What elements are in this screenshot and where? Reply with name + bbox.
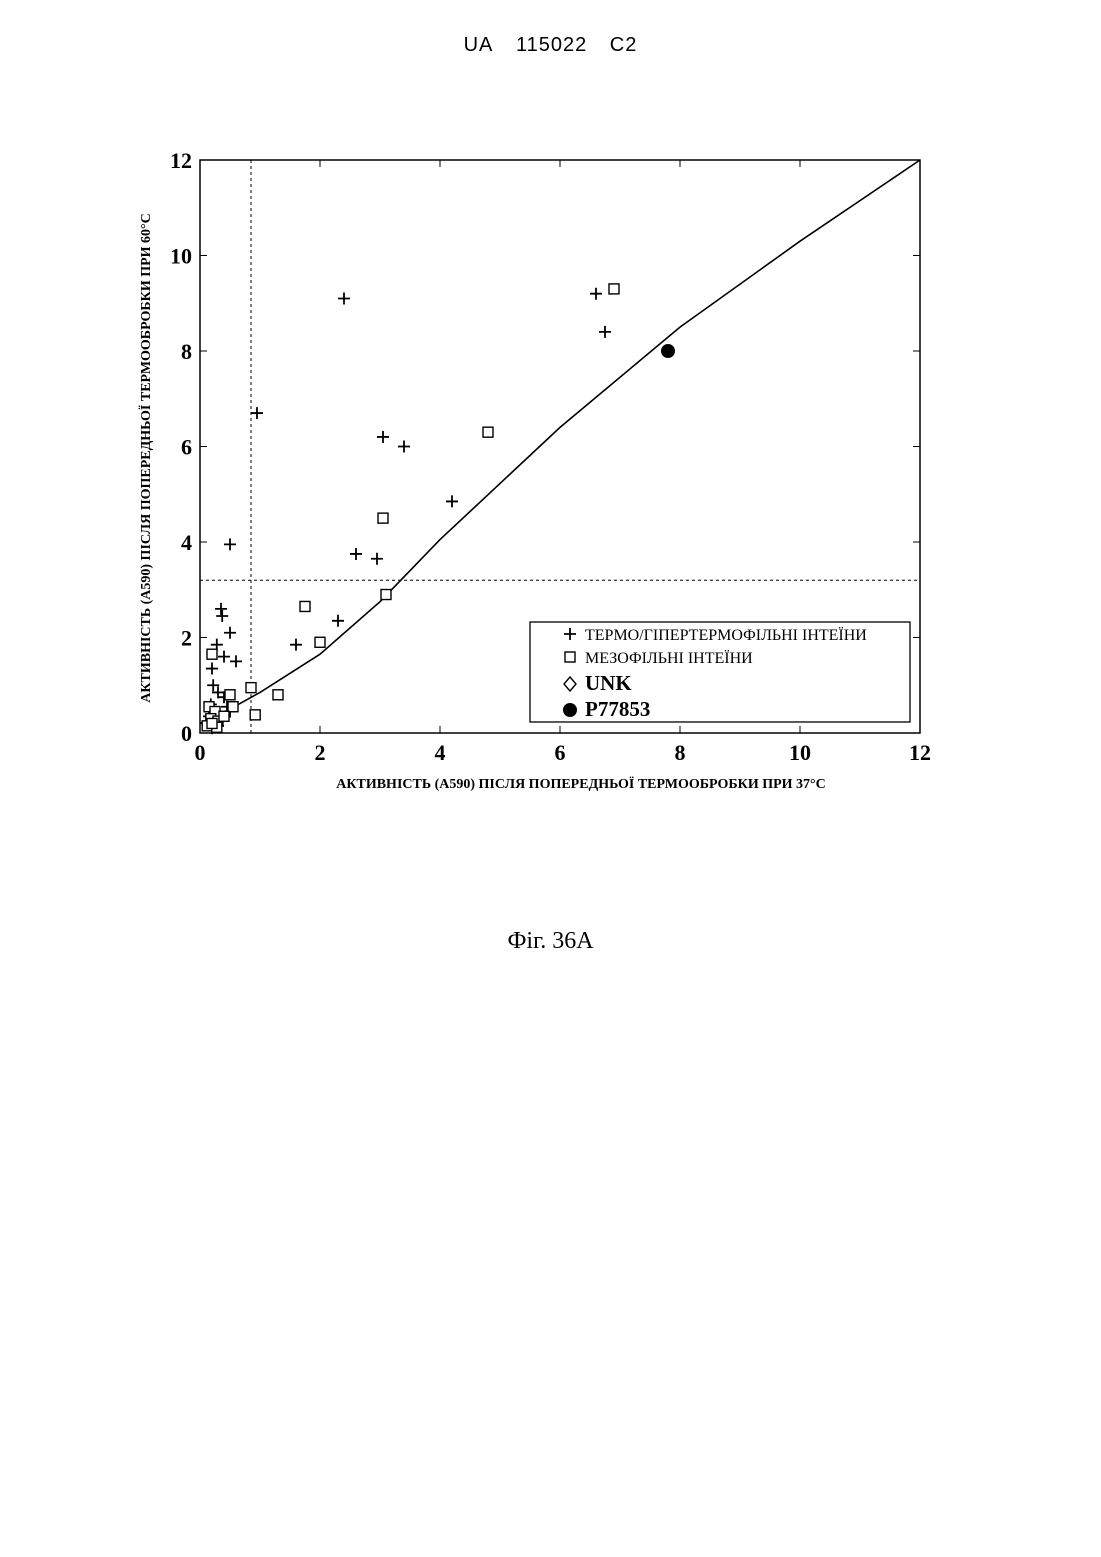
data-point-plus [206, 663, 218, 675]
data-point-square [250, 710, 260, 720]
data-point-plus [230, 655, 242, 667]
data-point-plus [332, 615, 344, 627]
data-point-plus [590, 288, 602, 300]
data-point-plus [215, 603, 227, 615]
y-tick-label: 0 [181, 721, 192, 746]
data-point-square [273, 690, 283, 700]
x-tick-label: 8 [675, 740, 686, 765]
data-point-plus [446, 495, 458, 507]
x-tick-label: 6 [555, 740, 566, 765]
scatter-chart: 0 2 4 6 8 10 12 0 2 4 6 8 10 12 ТЕРМО/ГІПЕРТЕРМОФІЛЬНІ… [0, 0, 1101, 900]
legend-label: P77853 [585, 697, 650, 721]
y-tick-label: 8 [181, 339, 192, 364]
data-point-plus [371, 553, 383, 565]
x-tick-label: 2 [315, 740, 326, 765]
data-point-plus [398, 441, 410, 453]
y-tick-label: 4 [181, 530, 192, 555]
y-axis-label: АКТИВНІСТЬ (А590) ПІСЛЯ ПОПЕРЕДНЬОЇ ТЕРМ… [138, 213, 154, 703]
plot-area: 0 2 4 6 8 10 12 0 2 4 6 8 10 12 ТЕРМО/ГІПЕРТЕРМОФІЛЬНІ… [170, 148, 931, 765]
data-point-plus [216, 610, 228, 622]
x-tick-label: 0 [195, 740, 206, 765]
legend-marker-filled-circle [564, 704, 577, 717]
legend-label: UNK [585, 671, 632, 695]
x-tick-label: 4 [435, 740, 446, 765]
figure-caption: Фіг. 36А [0, 928, 1101, 955]
data-point-square [483, 427, 493, 437]
data-point-square [219, 711, 229, 721]
legend-marker-square [565, 652, 575, 662]
data-point-plus [224, 627, 236, 639]
data-point-filled-circle [662, 345, 675, 358]
data-point-square [609, 284, 619, 294]
data-point-plus [251, 407, 263, 419]
data-point-plus [599, 326, 611, 338]
data-point-square [246, 683, 256, 693]
x-tick-label: 10 [789, 740, 811, 765]
y-tick-label: 2 [181, 626, 192, 651]
data-point-plus [377, 431, 389, 443]
y-tick-label: 10 [170, 244, 192, 269]
y-tick-label: 12 [170, 148, 192, 173]
legend-label: ТЕРМО/ГІПЕРТЕРМОФІЛЬНІ ІНТЕЇНИ [585, 626, 867, 644]
data-point-square [207, 649, 217, 659]
x-tick-label: 12 [909, 740, 931, 765]
data-point-plus [218, 651, 230, 663]
data-point-square [207, 718, 217, 728]
data-point-plus [338, 292, 350, 304]
data-point-square [300, 601, 310, 611]
data-point-square [225, 690, 235, 700]
data-point-square [378, 513, 388, 523]
data-point-square [381, 590, 391, 600]
x-axis-label: АКТИВНІСТЬ (А590) ПІСЛЯ ПОПЕРЕДНЬОЇ ТЕРМ… [336, 776, 826, 792]
y-tick-label: 6 [181, 435, 192, 460]
data-point-square [228, 702, 238, 712]
data-point-square [315, 637, 325, 647]
data-point-plus [224, 538, 236, 550]
legend-label: МЕЗОФІЛЬНІ ІНТЕЇНИ [585, 649, 753, 667]
data-point-plus [290, 639, 302, 651]
data-point-plus [350, 548, 362, 560]
